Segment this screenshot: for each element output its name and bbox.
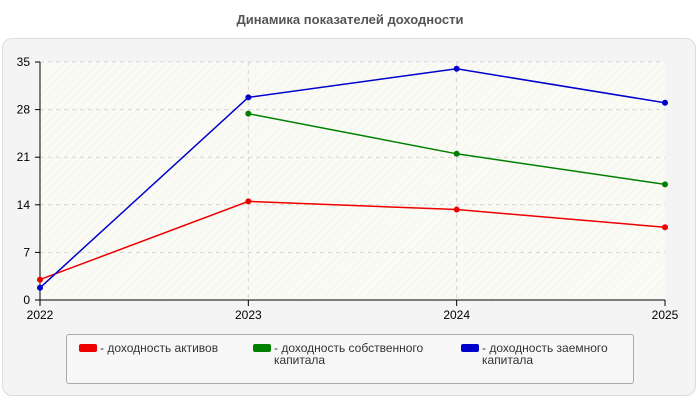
x-tick-label: 2023 [235, 308, 262, 322]
data-point-2[interactable] [662, 99, 668, 106]
y-tick-label: 35 [17, 55, 31, 69]
legend: - доходность активов - доходность собств… [66, 334, 634, 384]
series-line-0[interactable] [39, 200, 666, 281]
plot-area [40, 62, 665, 300]
data-point-2[interactable] [453, 65, 460, 72]
y-tick-label: 28 [17, 103, 31, 117]
y-tick-label: 21 [17, 150, 31, 164]
legend-swatch-equity [253, 344, 271, 352]
series-lines [37, 65, 668, 291]
data-point-2[interactable] [37, 284, 43, 291]
grid-lines [40, 61, 665, 300]
legend-label-borrowed: - доходность заемного капитала [482, 341, 608, 367]
legend-label-equity: - доходность собственного капитала [274, 341, 424, 367]
legend-item-assets[interactable]: - доходность активов [79, 342, 218, 354]
y-tick-label: 7 [23, 245, 30, 259]
data-point-0[interactable] [37, 276, 43, 283]
y-tick-label: 0 [23, 293, 30, 307]
legend-swatch-assets [79, 344, 97, 352]
data-point-0[interactable] [662, 224, 668, 231]
data-point-0[interactable] [245, 198, 252, 205]
axes [35, 61, 666, 306]
data-point-1[interactable] [245, 110, 252, 117]
x-tick-label: 2024 [443, 308, 470, 322]
legend-label-assets: - доходность активов [100, 341, 219, 355]
series-line-2[interactable] [39, 68, 666, 289]
data-point-2[interactable] [245, 94, 252, 101]
y-tick-label: 14 [17, 198, 31, 212]
legend-item-borrowed[interactable]: - доходность заемного капитала [461, 342, 608, 366]
data-point-1[interactable] [662, 181, 668, 188]
data-point-0[interactable] [453, 206, 460, 213]
x-tick-label: 2022 [27, 308, 54, 322]
tick-labels: 0 7 14 21 28 35 2022 2023 2024 2025 [17, 55, 679, 322]
chart-title: Динамика показателей доходности [236, 12, 464, 27]
data-point-1[interactable] [453, 150, 460, 157]
legend-item-equity[interactable]: - доходность собственного капитала [253, 342, 423, 366]
x-tick-label: 2025 [652, 308, 679, 322]
legend-swatch-borrowed [461, 344, 479, 352]
